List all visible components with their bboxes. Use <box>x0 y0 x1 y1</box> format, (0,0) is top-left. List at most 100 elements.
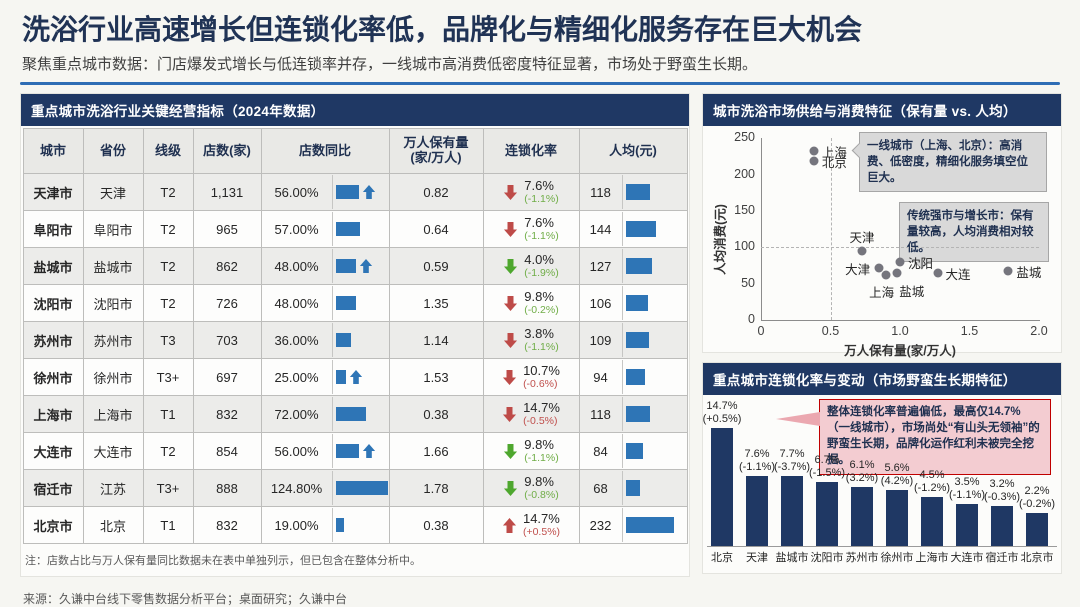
city-cell: 北京市 <box>22 506 84 545</box>
avg-spend-cell: 109 <box>578 321 688 360</box>
up-arrow-icon <box>349 370 362 385</box>
scatter-annotation-strong-cities: 传统强市与增长市：保有量较高，人均消费相对较低。 <box>899 202 1049 270</box>
scatter-point <box>857 246 867 256</box>
bar-value-label: 7.6% (-1.1%) <box>738 448 776 474</box>
scatter-point-label: 大连 <box>945 267 971 282</box>
store-count-cell: 1,131 <box>192 173 262 212</box>
avg-spend-cell: 94 <box>578 358 688 397</box>
per-capita-supply-cell: 0.38 <box>388 506 484 545</box>
city-cell: 盐城市 <box>22 247 84 286</box>
avg-spend-cell: 106 <box>578 284 688 323</box>
scatter-point-label: 沈阳 <box>908 256 934 271</box>
table-note: 注：店数占比与万人保有量同比数据未在表中单独列示，但已包含在整体分析中。 <box>25 555 421 568</box>
down-arrow-icon <box>504 295 518 311</box>
scatter-point <box>809 156 819 166</box>
per-capita-supply-cell: 1.78 <box>388 469 484 508</box>
tier-cell: T3+ <box>142 358 194 397</box>
avg-spend-bar <box>625 332 649 349</box>
y-tick-label: 150 <box>734 202 755 217</box>
bar-value-label: 2.2% (-0.2%) <box>1018 485 1056 511</box>
per-capita-supply-cell: 0.59 <box>388 247 484 286</box>
tier-cell: T2 <box>142 284 194 323</box>
yoy-bar <box>335 407 366 422</box>
per-capita-supply-cell: 1.66 <box>388 432 484 471</box>
avg-spend-cell: 68 <box>578 469 688 508</box>
chain-rate-bar-chart: 整体连锁化率普遍偏低，最高仅14.7%（一线城市），市场尚处“有山头无领袖”的野… <box>703 395 1061 573</box>
down-arrow-icon <box>503 406 517 422</box>
tier-cell: T3 <box>142 321 194 360</box>
column-header: 城市 <box>22 128 84 175</box>
up-arrow-icon <box>362 185 375 200</box>
table-row: 大连市 大连市 T2 854 56.00% 1.66 9.8% (-1.1%) 84 <box>22 432 688 471</box>
scatter-point <box>881 270 891 280</box>
city-cell: 阜阳市 <box>22 210 84 249</box>
store-count-cell: 726 <box>192 284 262 323</box>
chain-rate-bar <box>746 476 768 547</box>
scatter-point-label: 天津 <box>849 231 875 246</box>
city-cell: 天津市 <box>22 173 84 212</box>
chain-rate-cell: 7.6% (-1.1%) <box>482 210 580 249</box>
bar-value-label: 14.7% (+0.5%) <box>702 400 742 426</box>
per-capita-supply-cell: 1.14 <box>388 321 484 360</box>
source-line: 来源：久谦中台线下零售数据分析平台；桌面研究；久谦中台 <box>23 592 348 607</box>
store-count-cell: 854 <box>192 432 262 471</box>
table-row: 沈阳市 沈阳市 T2 726 48.00% 1.35 9.8% (-0.2%) 106 <box>22 284 688 323</box>
province-cell: 北京 <box>82 506 144 545</box>
bar-value-label: 3.5% (-1.1%) <box>948 476 986 502</box>
store-count-cell: 862 <box>192 247 262 286</box>
store-yoy-cell: 19.00% <box>260 506 390 545</box>
per-capita-supply-cell: 1.53 <box>388 358 484 397</box>
scatter-point <box>809 146 819 156</box>
bar-value-label: 7.7% (-3.7%) <box>773 448 811 474</box>
chain-rate-bar <box>816 482 838 547</box>
down-arrow-icon <box>504 258 518 274</box>
chain-rate-bar <box>956 504 978 547</box>
province-cell: 徐州市 <box>82 358 144 397</box>
table-row: 上海市 上海市 T1 832 72.00% 0.38 14.7% (-0.5%) 118 <box>22 395 688 434</box>
column-header: 线级 <box>142 128 194 175</box>
store-count-cell: 697 <box>192 358 262 397</box>
avg-spend-bar <box>625 295 648 312</box>
province-cell: 阜阳市 <box>82 210 144 249</box>
table-row: 北京市 北京 T1 832 19.00% 0.38 14.7% (+0.5%) 232 <box>22 506 688 545</box>
avg-spend-cell: 118 <box>578 173 688 212</box>
dashed-gridline-y <box>761 247 1039 249</box>
bar-value-label: 4.5% (-1.2%) <box>913 469 951 495</box>
city-cell: 上海市 <box>22 395 84 434</box>
table-panel: 重点城市洗浴行业关键经营指标（2024年数据） 城市 省份 线级 店数(家) 店数同比万… <box>20 93 690 578</box>
yoy-bar <box>335 481 388 496</box>
x-tick-label: 1.5 <box>960 324 979 339</box>
province-cell: 上海市 <box>82 395 144 434</box>
table-row: 盐城市 盐城市 T2 862 48.00% 0.59 4.0% (-1.9%) 127 <box>22 247 688 286</box>
tier-cell: T1 <box>142 506 194 545</box>
avg-spend-cell: 84 <box>578 432 688 471</box>
store-yoy-cell: 124.80% <box>260 469 390 508</box>
chain-rate-cell: 9.8% (-0.2%) <box>482 284 580 323</box>
avg-spend-bar <box>625 480 640 497</box>
y-axis-line <box>761 138 762 321</box>
scatter-chart: 人均消费(元) 一线城市（上海、北京）：高消费、低密度，精细化服务填空位巨大。 … <box>703 126 1061 358</box>
province-cell: 天津 <box>82 173 144 212</box>
scatter-point <box>892 268 902 278</box>
chain-rate-bar <box>1026 513 1048 547</box>
province-cell: 沈阳市 <box>82 284 144 323</box>
y-tick-label: 100 <box>734 239 755 254</box>
avg-spend-bar <box>625 184 650 201</box>
bar-chart-annotation: 整体连锁化率普遍偏低，最高仅14.7%（一线城市），市场尚处“有山头无领袖”的野… <box>776 399 1051 475</box>
city-cell: 徐州市 <box>22 358 84 397</box>
up-arrow-icon <box>362 444 375 459</box>
down-arrow-icon <box>504 221 518 237</box>
province-cell: 大连市 <box>82 432 144 471</box>
scatter-point <box>895 257 905 267</box>
bar-category-label: 上海市 <box>915 552 949 565</box>
x-tick-label: 0.5 <box>821 324 840 339</box>
avg-spend-cell: 144 <box>578 210 688 249</box>
store-yoy-cell: 72.00% <box>260 395 390 434</box>
per-capita-supply-cell: 1.35 <box>388 284 484 323</box>
chain-rate-bar <box>851 487 873 547</box>
bar-value-label: 6.1% (3.2%) <box>845 459 879 485</box>
scatter-point <box>874 263 884 273</box>
tier-cell: T2 <box>142 247 194 286</box>
table-row: 徐州市 徐州市 T3+ 697 25.00% 1.53 10.7% (-0.6%) 94 <box>22 358 688 397</box>
